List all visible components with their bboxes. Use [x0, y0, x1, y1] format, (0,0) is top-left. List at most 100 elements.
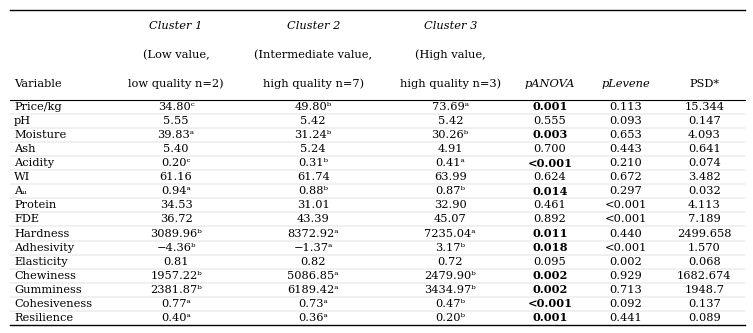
Text: 15.344: 15.344	[684, 102, 724, 112]
Text: Gumminess: Gumminess	[14, 285, 82, 295]
Text: Moisture: Moisture	[14, 130, 66, 140]
Text: 0.443: 0.443	[609, 144, 642, 154]
Text: 0.72: 0.72	[437, 257, 463, 267]
Text: 5086.85ᵃ: 5086.85ᵃ	[288, 271, 339, 281]
Text: 0.001: 0.001	[532, 101, 568, 112]
Text: 0.210: 0.210	[609, 158, 642, 168]
Text: 0.892: 0.892	[533, 214, 566, 224]
Text: Price/kg: Price/kg	[14, 102, 62, 112]
Text: 30.26ᵇ: 30.26ᵇ	[431, 130, 469, 140]
Text: 3434.97ᵇ: 3434.97ᵇ	[425, 285, 476, 295]
Text: Hardness: Hardness	[14, 228, 69, 238]
Text: 0.40ᵃ: 0.40ᵃ	[161, 313, 191, 323]
Text: 5.42: 5.42	[300, 116, 326, 126]
Text: high quality n=3): high quality n=3)	[400, 78, 501, 89]
Text: 61.74: 61.74	[297, 172, 330, 182]
Text: 2499.658: 2499.658	[677, 228, 731, 238]
Text: 3089.96ᵇ: 3089.96ᵇ	[150, 228, 202, 238]
Text: Cluster 1: Cluster 1	[149, 21, 203, 31]
Text: 0.093: 0.093	[609, 116, 642, 126]
Text: 0.555: 0.555	[533, 116, 566, 126]
Text: 3.482: 3.482	[687, 172, 721, 182]
Text: <0.001: <0.001	[527, 298, 572, 309]
Text: 49.80ᵇ: 49.80ᵇ	[294, 102, 332, 112]
Text: 0.441: 0.441	[609, 313, 642, 323]
Text: 0.672: 0.672	[609, 172, 642, 182]
Text: 0.88ᵇ: 0.88ᵇ	[298, 186, 328, 196]
Text: 0.20ᵇ: 0.20ᵇ	[435, 313, 465, 323]
Text: 45.07: 45.07	[434, 214, 467, 224]
Text: 5.55: 5.55	[163, 116, 189, 126]
Text: 0.074: 0.074	[687, 158, 721, 168]
Text: 36.72: 36.72	[160, 214, 193, 224]
Text: 73.69ᵃ: 73.69ᵃ	[431, 102, 469, 112]
Text: 0.82: 0.82	[300, 257, 326, 267]
Text: 0.73ᵃ: 0.73ᵃ	[298, 299, 328, 309]
Text: Cluster 2: Cluster 2	[286, 21, 340, 31]
Text: 0.002: 0.002	[609, 257, 642, 267]
Text: (Intermediate value,: (Intermediate value,	[254, 50, 372, 60]
Text: 0.461: 0.461	[533, 200, 566, 210]
Text: 0.068: 0.068	[687, 257, 721, 267]
Text: low quality n=2): low quality n=2)	[128, 78, 224, 89]
Text: 61.16: 61.16	[160, 172, 193, 182]
Text: Cluster 3: Cluster 3	[424, 21, 477, 31]
Text: 0.018: 0.018	[532, 242, 568, 253]
Text: 3.17ᵇ: 3.17ᵇ	[435, 242, 465, 252]
Text: 0.002: 0.002	[532, 284, 568, 295]
Text: high quality n=7): high quality n=7)	[263, 78, 364, 89]
Text: Cohesiveness: Cohesiveness	[14, 299, 92, 309]
Text: <0.001: <0.001	[527, 158, 572, 168]
Text: Elasticity: Elasticity	[14, 257, 68, 267]
Text: 5.42: 5.42	[437, 116, 463, 126]
Text: Chewiness: Chewiness	[14, 271, 76, 281]
Text: 2479.90ᵇ: 2479.90ᵇ	[425, 271, 476, 281]
Text: <0.001: <0.001	[605, 242, 647, 252]
Text: 0.41ᵃ: 0.41ᵃ	[435, 158, 465, 168]
Text: Ash: Ash	[14, 144, 35, 154]
Text: 0.700: 0.700	[533, 144, 566, 154]
Text: 1682.674: 1682.674	[677, 271, 731, 281]
Text: 5.24: 5.24	[300, 144, 326, 154]
Text: Protein: Protein	[14, 200, 56, 210]
Text: Variable: Variable	[14, 79, 62, 89]
Text: <0.001: <0.001	[605, 200, 647, 210]
Text: 1.570: 1.570	[687, 242, 721, 252]
Text: 1957.22ᵇ: 1957.22ᵇ	[150, 271, 202, 281]
Text: pH: pH	[14, 116, 31, 126]
Text: 0.713: 0.713	[609, 285, 642, 295]
Text: 0.002: 0.002	[532, 270, 568, 281]
Text: 0.36ᵃ: 0.36ᵃ	[298, 313, 328, 323]
Text: 0.001: 0.001	[532, 312, 568, 323]
Text: 0.137: 0.137	[687, 299, 721, 309]
Text: 4.093: 4.093	[687, 130, 721, 140]
Text: 5.40: 5.40	[163, 144, 189, 154]
Text: Aᵤ: Aᵤ	[14, 186, 27, 196]
Text: 4.113: 4.113	[687, 200, 721, 210]
Text: 6189.42ᵃ: 6189.42ᵃ	[288, 285, 339, 295]
Text: 0.092: 0.092	[609, 299, 642, 309]
Text: 0.032: 0.032	[687, 186, 721, 196]
Text: 7235.04ᵃ: 7235.04ᵃ	[425, 228, 476, 238]
Text: pANOVA: pANOVA	[525, 79, 575, 89]
Text: 0.003: 0.003	[532, 130, 568, 141]
Text: −1.37ᵃ: −1.37ᵃ	[294, 242, 333, 252]
Text: 0.929: 0.929	[609, 271, 642, 281]
Text: (Low value,: (Low value,	[143, 50, 209, 60]
Text: 0.641: 0.641	[687, 144, 721, 154]
Text: 0.653: 0.653	[609, 130, 642, 140]
Text: −4.36ᵇ: −4.36ᵇ	[157, 242, 196, 252]
Text: <0.001: <0.001	[605, 214, 647, 224]
Text: (High value,: (High value,	[415, 50, 486, 60]
Text: 0.440: 0.440	[609, 228, 642, 238]
Text: 39.83ᵃ: 39.83ᵃ	[157, 130, 195, 140]
Text: PSD*: PSD*	[689, 79, 719, 89]
Text: 0.095: 0.095	[533, 257, 566, 267]
Text: 0.014: 0.014	[532, 186, 568, 197]
Text: 0.113: 0.113	[609, 102, 642, 112]
Text: 34.53: 34.53	[160, 200, 193, 210]
Text: 0.297: 0.297	[609, 186, 642, 196]
Text: Adhesivity: Adhesivity	[14, 242, 74, 252]
Text: 0.011: 0.011	[532, 228, 568, 239]
Text: 63.99: 63.99	[434, 172, 467, 182]
